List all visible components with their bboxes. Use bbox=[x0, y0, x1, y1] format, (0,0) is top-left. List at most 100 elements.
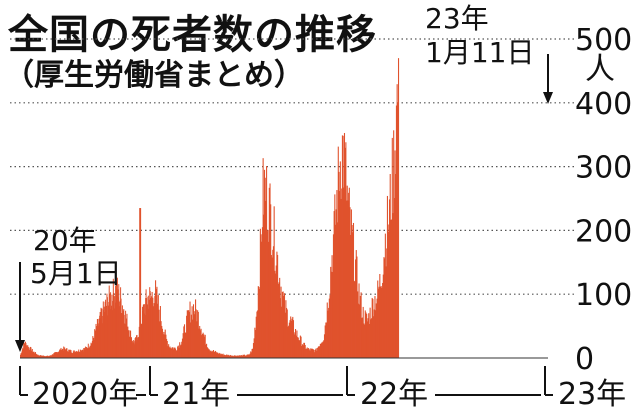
bar bbox=[338, 171, 340, 358]
bar bbox=[234, 355, 236, 358]
bar bbox=[295, 335, 297, 358]
bar bbox=[324, 325, 326, 358]
bar bbox=[288, 325, 290, 358]
bar bbox=[261, 241, 263, 358]
bar bbox=[393, 130, 395, 358]
bar bbox=[275, 265, 277, 358]
bar bbox=[357, 291, 359, 358]
bar bbox=[317, 347, 319, 358]
bar bbox=[243, 354, 246, 358]
bar bbox=[162, 334, 164, 358]
bar bbox=[217, 353, 219, 358]
bar bbox=[375, 310, 377, 358]
bar bbox=[357, 303, 359, 358]
bar bbox=[204, 334, 206, 358]
bar bbox=[217, 352, 219, 358]
bar bbox=[381, 287, 383, 358]
bar bbox=[190, 314, 192, 358]
bar bbox=[388, 199, 391, 358]
bar bbox=[283, 295, 285, 358]
bar bbox=[294, 329, 297, 358]
bar bbox=[382, 274, 384, 358]
bar bbox=[315, 348, 317, 358]
bar bbox=[330, 271, 332, 358]
bar bbox=[201, 333, 203, 358]
bar bbox=[380, 286, 382, 358]
bar bbox=[228, 354, 230, 358]
bar bbox=[156, 286, 158, 358]
bar bbox=[309, 350, 311, 358]
bar bbox=[332, 272, 334, 358]
bar bbox=[159, 321, 161, 358]
bar bbox=[373, 309, 375, 358]
bar bbox=[164, 329, 166, 358]
bar bbox=[168, 347, 170, 358]
bar bbox=[170, 348, 172, 358]
bar bbox=[391, 137, 393, 358]
bar bbox=[159, 306, 161, 358]
bar bbox=[314, 352, 316, 358]
y-unit-label: 人 bbox=[585, 52, 615, 87]
bar bbox=[393, 197, 395, 358]
annotation-start-arrowhead bbox=[15, 340, 25, 352]
bar bbox=[384, 233, 386, 358]
bar bbox=[197, 310, 199, 358]
bar bbox=[343, 132, 346, 358]
bar bbox=[183, 324, 186, 358]
bar bbox=[334, 224, 337, 358]
bar bbox=[181, 341, 183, 358]
bar bbox=[246, 355, 248, 358]
bar bbox=[245, 355, 247, 358]
bar bbox=[386, 248, 388, 358]
bar bbox=[326, 322, 328, 358]
bar bbox=[281, 291, 283, 358]
bar bbox=[308, 348, 310, 358]
bar bbox=[349, 207, 351, 358]
bar bbox=[257, 310, 259, 358]
bar bbox=[307, 348, 309, 358]
bar bbox=[171, 347, 173, 358]
bar bbox=[160, 321, 162, 358]
bar bbox=[289, 320, 291, 358]
bar bbox=[263, 214, 265, 358]
bar bbox=[155, 288, 157, 358]
bar bbox=[170, 348, 172, 358]
bar bbox=[187, 310, 189, 358]
bar bbox=[206, 347, 208, 358]
annotation-peak-year: 23年 bbox=[425, 2, 489, 35]
bar bbox=[218, 353, 220, 358]
bar bbox=[361, 317, 364, 358]
bar bbox=[223, 355, 225, 358]
bar bbox=[268, 187, 270, 358]
bar bbox=[385, 266, 387, 358]
bar bbox=[374, 296, 376, 358]
bar bbox=[191, 306, 193, 358]
bar bbox=[185, 332, 187, 358]
bar bbox=[360, 292, 362, 358]
bar bbox=[239, 355, 241, 358]
bar bbox=[252, 343, 255, 358]
bar bbox=[254, 327, 256, 358]
bar bbox=[336, 190, 338, 358]
bar bbox=[395, 105, 397, 358]
bar bbox=[176, 350, 178, 358]
bar bbox=[172, 349, 175, 358]
bar bbox=[277, 284, 279, 358]
bar bbox=[371, 297, 373, 358]
bar bbox=[294, 334, 296, 358]
bar bbox=[165, 334, 167, 358]
bar bbox=[236, 355, 238, 358]
bar bbox=[161, 325, 163, 358]
bar bbox=[341, 135, 343, 358]
bar bbox=[392, 213, 394, 358]
bar bbox=[281, 306, 283, 358]
bar bbox=[260, 234, 262, 358]
bar bbox=[198, 328, 200, 358]
bar bbox=[232, 355, 234, 358]
bar bbox=[278, 282, 280, 358]
x-axis: 2020年 21年 22年 23年 bbox=[19, 357, 626, 412]
bar bbox=[241, 355, 243, 358]
bar bbox=[233, 355, 235, 358]
